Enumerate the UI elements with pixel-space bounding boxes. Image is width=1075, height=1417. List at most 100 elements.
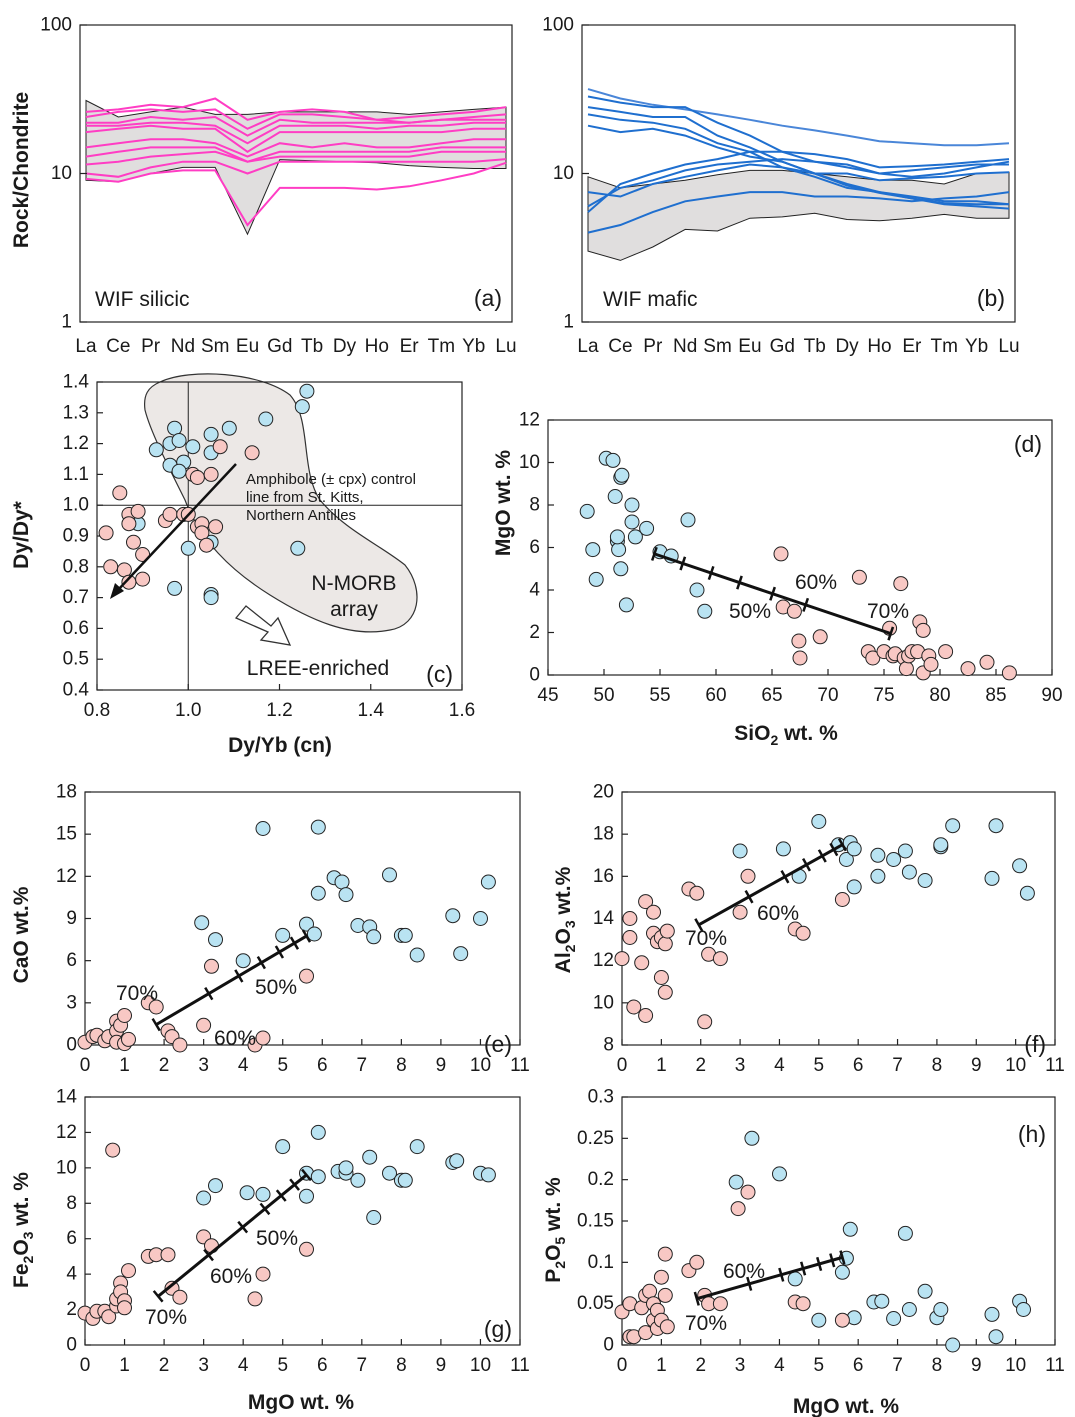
- panel-a-ytick-label-100: 100: [40, 15, 72, 36]
- panel-g-xtick-label-1: 1: [119, 1355, 130, 1376]
- panel-d-trend-tick-4: [736, 575, 743, 590]
- panel-f-mafic-point-1: [732, 843, 748, 859]
- panel-d-silicic-point-4: [791, 633, 807, 649]
- panel-d-xlabel: SiO2 wt. %: [734, 722, 838, 748]
- panel-b-xtick-Gd: Gd: [770, 336, 795, 357]
- panel-d-xtick-label-85: 85: [985, 685, 1006, 706]
- panel-a-ytick-label-10: 10: [51, 163, 72, 184]
- panel-g-trend-tick-7: [301, 1168, 312, 1182]
- panel-f-trend-tick-6: [829, 842, 839, 857]
- panel-b-series-9: [587, 191, 1010, 234]
- panel-d-ytick-label-12: 12: [519, 410, 540, 431]
- panel-h-ytick-label-0.25: 0.25: [577, 1128, 614, 1149]
- panel-b-xtick-Ho: Ho: [867, 336, 891, 357]
- panel-g-trend-label-60: 60%: [210, 1265, 252, 1288]
- panel-e-silicic-point-22: [299, 968, 314, 984]
- panel-d-mafic-point-3: [588, 571, 604, 587]
- panel-h-silicic-point-22: [712, 1296, 728, 1312]
- panel-c-silicic-point-11: [135, 571, 151, 587]
- panel-d-silicic-point-21: [915, 622, 931, 638]
- panel-f-mafic-point-22: [1019, 885, 1035, 901]
- panel-c-mafic-point-9: [203, 426, 219, 442]
- panel-d-mafic-point-8: [611, 542, 627, 558]
- panel-f-silicic-point-5: [634, 955, 650, 971]
- panel-h-mafic-point-3: [772, 1166, 787, 1182]
- panel-c-ytick-label-1.0: 1.0: [63, 495, 89, 516]
- panel-a-xtick-Eu: Eu: [236, 336, 259, 357]
- panel-e-xtick-label-4: 4: [238, 1055, 249, 1076]
- panel-e-silicic-point-18: [196, 1017, 212, 1033]
- panel-e-ytick-label-9: 9: [66, 908, 77, 929]
- panel-c-ytick-label-0.4: 0.4: [63, 680, 90, 701]
- panel-f-trend-line: [698, 843, 844, 927]
- panel-d-silicic-point-5: [792, 650, 808, 666]
- panel-c-silicic-point-24: [203, 466, 219, 482]
- amphibole-arrowhead: [110, 583, 124, 599]
- panel-h-mafic-point-14: [901, 1302, 917, 1317]
- panel-h-mafic-point-6: [834, 1264, 850, 1280]
- panel-e-xtick-label-9: 9: [436, 1055, 447, 1076]
- panel-c-ylabel: Dy/Dy*: [10, 500, 33, 569]
- panel-e-xtick-label-8: 8: [396, 1055, 407, 1076]
- panel-d-xtick-label-60: 60: [705, 685, 726, 706]
- panel-f-ytick-label-14: 14: [593, 908, 615, 929]
- panel-f-mafic-point-17: [933, 837, 949, 853]
- panel-f-label: (f): [1024, 1031, 1046, 1057]
- panel-b-series-5: [587, 124, 1009, 206]
- panel-e-mafic-point-18: [397, 927, 413, 943]
- panel-g-mafic-point-15: [366, 1210, 382, 1225]
- panel-g-ytick-label-6: 6: [66, 1228, 77, 1249]
- panel-c-mafic-point-1: [148, 442, 164, 458]
- panel-e-xtick-label-11: 11: [510, 1055, 530, 1076]
- panel-f-mafic-point-12: [886, 852, 902, 867]
- panel-f-xtick-label-11: 11: [1045, 1055, 1065, 1076]
- panel-g-xtick-label-11: 11: [510, 1355, 530, 1376]
- panel-c-xtick-label-1.2: 1.2: [266, 700, 292, 721]
- panel-e-trend-tick-7: [301, 929, 312, 943]
- panel-a-series-6: [85, 138, 506, 158]
- panel-d-plot-area: 45 50 55 60 65 70 75 80 85 90 0 2 4 6 8 10 12: [519, 410, 1063, 707]
- panel-f-silicic-point-22: [740, 868, 756, 884]
- panel-h-xtick-label-0: 0: [617, 1355, 628, 1376]
- panel-g-frame: [84, 1096, 521, 1346]
- panel-e-ytick-label-18: 18: [56, 782, 77, 803]
- panel-d-trend-tick-1: [650, 546, 658, 561]
- panel-c-silicic-point-21: [199, 537, 214, 553]
- panel-d-ytick-label-8: 8: [529, 495, 540, 516]
- panel-d-mafic-point-6: [607, 489, 623, 504]
- panel-d-ylabel-text: MgO wt. %: [492, 450, 515, 556]
- panel-d-ytick-label-0: 0: [529, 665, 540, 686]
- panel-f-trend-tick-4: [802, 858, 812, 872]
- panel-b-ytick-label-10: 10: [553, 163, 574, 184]
- panel-g-mafic-point-9: [310, 1169, 326, 1185]
- panel-e-ytick-label-6: 6: [66, 950, 77, 971]
- panel-f-ytick-label-8: 8: [603, 1035, 614, 1056]
- amphibole-control-line: [117, 463, 237, 591]
- panel-g-xtick-label-2: 2: [159, 1355, 170, 1376]
- panel-f-xtick-label-1: 1: [656, 1055, 667, 1076]
- panel-h-trend-tick-5: [816, 1256, 823, 1272]
- panel-d-trend-tick-5: [769, 586, 776, 601]
- panel-f-trend-tick-3: [780, 870, 790, 884]
- panel-d-ytick-label-4: 4: [529, 580, 540, 601]
- panel-d-trend-label-60: 60%: [795, 571, 837, 594]
- panel-g-trend-label-50: 50%: [256, 1227, 298, 1250]
- panel-g-mafic-point-7: [299, 1188, 314, 1204]
- panel-g-xtick-label-9: 9: [436, 1355, 447, 1376]
- panel-a-xtick-Ce: Ce: [106, 336, 130, 357]
- panel-g-trend-tick-5: [275, 1189, 287, 1202]
- panel-a-xtick-Sm: Sm: [201, 336, 230, 357]
- panel-e-trend-label-50: 50%: [255, 976, 297, 999]
- panel-f-silicic-point-3: [622, 911, 638, 926]
- panel-d-mgo-vs-sio2-plot: 45 50 55 60 65 70 75 80 85 90 0 2 4 6 8 10 12 (d) 50% 60…: [492, 410, 1063, 749]
- panel-c-ytick-label-1.3: 1.3: [63, 402, 89, 423]
- panel-h-mafic-point-8: [842, 1221, 858, 1237]
- panel-c-silicic-point-1: [98, 525, 114, 541]
- panel-g-ytick-label-8: 8: [66, 1193, 77, 1214]
- panel-h-mafic-point-20: [988, 1329, 1004, 1345]
- panel-g-mafic-point-18: [397, 1172, 413, 1188]
- panel-c-silicic-point-6: [121, 516, 137, 532]
- panel-f-silicic-point-20: [712, 951, 728, 967]
- panel-b-envelope: [587, 169, 1010, 261]
